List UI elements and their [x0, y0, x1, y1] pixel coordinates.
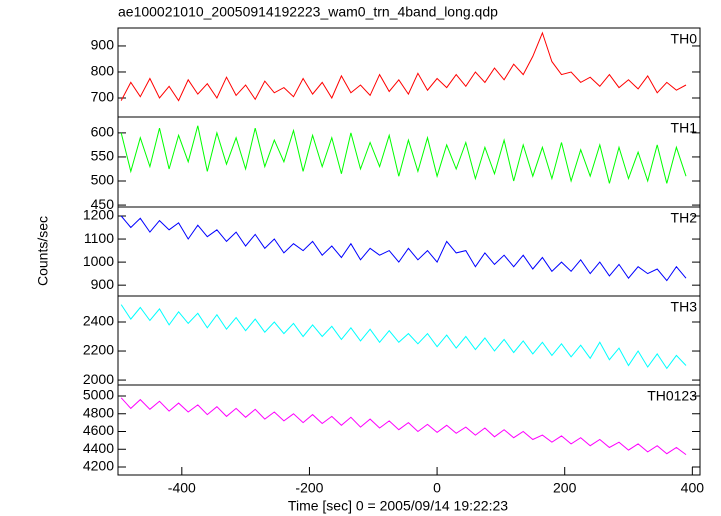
panel-label: TH1 [671, 120, 698, 136]
y-tick-label: 800 [91, 63, 115, 79]
light-curve [120, 304, 687, 370]
y-tick-label: 4400 [83, 440, 114, 456]
panel-frame [117, 384, 701, 476]
panel-label: TH0123 [647, 388, 697, 404]
y-tick-label: 900 [91, 37, 115, 53]
y-tick-label: 500 [91, 172, 115, 188]
panel-label: TH0 [671, 31, 698, 47]
light-curve [120, 31, 687, 102]
panel-frame [117, 295, 701, 386]
y-tick-label: 450 [91, 196, 115, 212]
y-tick-label: 700 [91, 89, 115, 105]
x-tick-label: -400 [168, 480, 196, 496]
x-axis-label: Time [sec] 0 = 2005/09/14 19:22:23 [288, 498, 508, 514]
chart-title: ae100021010_20050914192223_wam0_trn_4ban… [118, 4, 498, 20]
y-tick-label: 2400 [83, 313, 114, 329]
light-curve [120, 215, 687, 282]
x-tick-label: 200 [553, 480, 577, 496]
y-tick-label: 550 [91, 148, 115, 164]
panel-label: TH2 [671, 210, 698, 226]
x-tick-label: -200 [295, 480, 323, 496]
light-curve [120, 397, 687, 456]
panel-frame [117, 27, 701, 118]
panel-label: TH3 [671, 299, 698, 315]
panel-frame [117, 206, 701, 297]
y-tick-label: 2200 [83, 342, 114, 358]
y-tick-label: 2000 [83, 371, 114, 387]
y-tick-label: 1200 [83, 207, 114, 223]
y-axis-label: Counts/sec [35, 216, 51, 286]
light-curve [120, 125, 687, 184]
x-tick-label: 0 [433, 480, 441, 496]
y-tick-label: 4800 [83, 404, 114, 420]
y-tick-label: 1000 [83, 253, 114, 269]
y-tick-label: 5000 [83, 387, 114, 403]
y-tick-label: 4200 [83, 458, 114, 474]
y-tick-label: 4600 [83, 422, 114, 438]
y-tick-label: 600 [91, 124, 115, 140]
y-tick-label: 1100 [84, 230, 114, 246]
y-tick-label: 900 [91, 276, 115, 292]
x-tick-label: 400 [681, 480, 705, 496]
